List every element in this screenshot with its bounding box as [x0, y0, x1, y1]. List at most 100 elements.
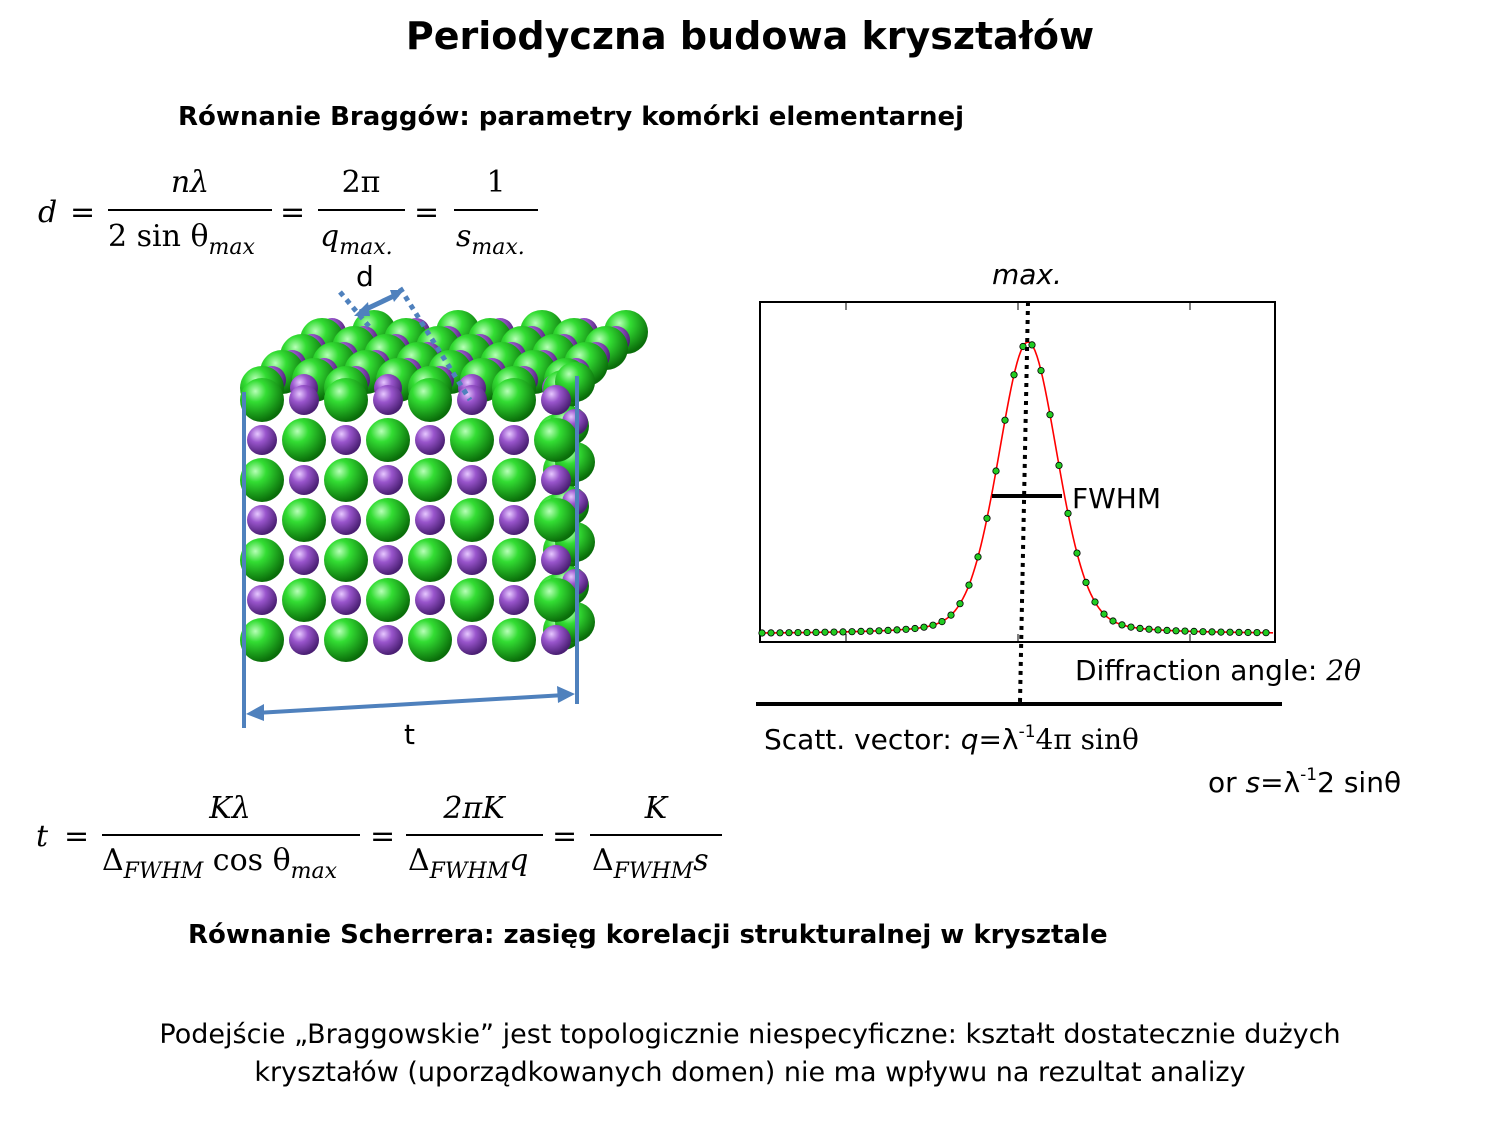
purple-atom [414, 342, 442, 370]
purple-atom [499, 505, 529, 535]
green-atom [549, 566, 589, 606]
green-atom [332, 326, 376, 370]
purple-atom [556, 373, 582, 399]
peak-data-point [1091, 598, 1099, 606]
peak-data-point [1208, 628, 1216, 636]
peak-data-point [983, 514, 991, 522]
peak-data-point [947, 611, 955, 619]
green-atom [292, 358, 336, 402]
purple-atom [394, 358, 422, 386]
purple-atom [466, 334, 494, 362]
green-atom [408, 378, 452, 422]
purple-atom [541, 385, 571, 415]
peak-data-point [1100, 610, 1108, 618]
green-atom [352, 310, 396, 354]
peak-data-point [1145, 625, 1153, 633]
green-atom [534, 498, 578, 542]
peak-data-point [884, 626, 892, 635]
peak-data-point [1037, 366, 1045, 375]
peak-data-point [1154, 626, 1162, 634]
peak-data-point [1001, 416, 1009, 424]
purple-atom [289, 545, 319, 575]
green-atom [366, 418, 410, 462]
scherrer-frac1-den: ΔFWHM cos θmax [102, 843, 338, 884]
peak-data-point [1253, 628, 1261, 637]
purple-atom [402, 318, 430, 346]
purple-atom [247, 585, 277, 615]
green-atom [549, 406, 589, 446]
green-atom [366, 578, 410, 622]
green-atom [549, 486, 589, 526]
bragg-frac1-den: 2 sin θmax [108, 219, 256, 260]
green-atom [324, 618, 368, 662]
peak-points [758, 341, 1270, 637]
peak-curve [761, 341, 1273, 634]
scherrer-frac1-num: Kλ [208, 791, 250, 826]
green-atom [604, 310, 648, 354]
scherrer-eq-3: = [552, 819, 577, 854]
conclusion-line-1: Podejście „Braggowskie” jest topologiczn… [159, 1019, 1341, 1050]
peak-data-point [1082, 578, 1090, 587]
peak-data-point [1217, 628, 1225, 636]
scherrer-frac2-num: 2πK [442, 791, 506, 826]
purple-atom [426, 366, 454, 394]
purple-atom [373, 465, 403, 495]
purple-atom [542, 374, 570, 402]
peak-data-point [776, 629, 784, 637]
purple-atom [374, 374, 402, 402]
peak-data-point [938, 617, 946, 626]
green-atom [544, 358, 588, 402]
green-atom [555, 602, 595, 642]
purple-atom [550, 577, 576, 603]
peak-data-point [758, 629, 766, 637]
purple-atom [382, 334, 410, 362]
green-atom [543, 450, 583, 490]
scherrer-heading: Równanie Scherrera: zasięg korelacji str… [188, 920, 1108, 950]
purple-atom [457, 545, 487, 575]
green-atom [555, 362, 595, 402]
purple-atom [434, 326, 462, 354]
bragg-frac2-den: qmax. [320, 219, 393, 260]
t-arrowhead-left [246, 704, 264, 721]
peak-data-point [1010, 371, 1018, 379]
purple-atom [457, 385, 487, 415]
purple-atom [362, 350, 390, 378]
green-atom [500, 326, 544, 370]
peak-data-point [821, 628, 829, 636]
max-label: max. [992, 258, 1062, 291]
purple-atom [602, 326, 630, 354]
scherrer-frac3-den: ΔFWHMs [592, 843, 709, 884]
peak-data-point [857, 627, 865, 636]
d-dashed-right [397, 286, 473, 402]
peak-data-point [1226, 628, 1234, 636]
green-atom [564, 342, 608, 386]
purple-atom [290, 374, 318, 402]
purple-atom [415, 505, 445, 535]
purple-atom [544, 621, 570, 647]
green-atom [312, 342, 356, 386]
bragg-frac1-num: nλ [171, 165, 209, 200]
green-atom [512, 350, 556, 394]
peak-data-point [1019, 342, 1027, 351]
scatt-vector-label: Scatt. vector: q=λ-14π sinθ [764, 722, 1139, 756]
peak-data-point [1046, 411, 1054, 419]
purple-atom [530, 350, 558, 378]
green-atom [555, 442, 595, 482]
peak-data-point [1172, 627, 1180, 635]
conclusion-line-2: kryształów (uporządkowanych domen) nie m… [254, 1056, 1246, 1088]
peak-data-point [1073, 549, 1081, 557]
peak-data-point [956, 600, 964, 608]
green-atom [450, 578, 494, 622]
peak-data-point [911, 624, 919, 633]
peak-data-point [1055, 461, 1063, 469]
peak-data-point [1190, 627, 1198, 636]
peak-data-point [767, 629, 775, 637]
green-atom [408, 458, 452, 502]
purple-atom [556, 533, 582, 559]
purple-atom [318, 318, 346, 346]
green-atom [492, 618, 536, 662]
purple-atom [541, 625, 571, 655]
conclusion-text: Podejście „Braggowskie” jest topologiczn… [0, 1016, 1500, 1092]
